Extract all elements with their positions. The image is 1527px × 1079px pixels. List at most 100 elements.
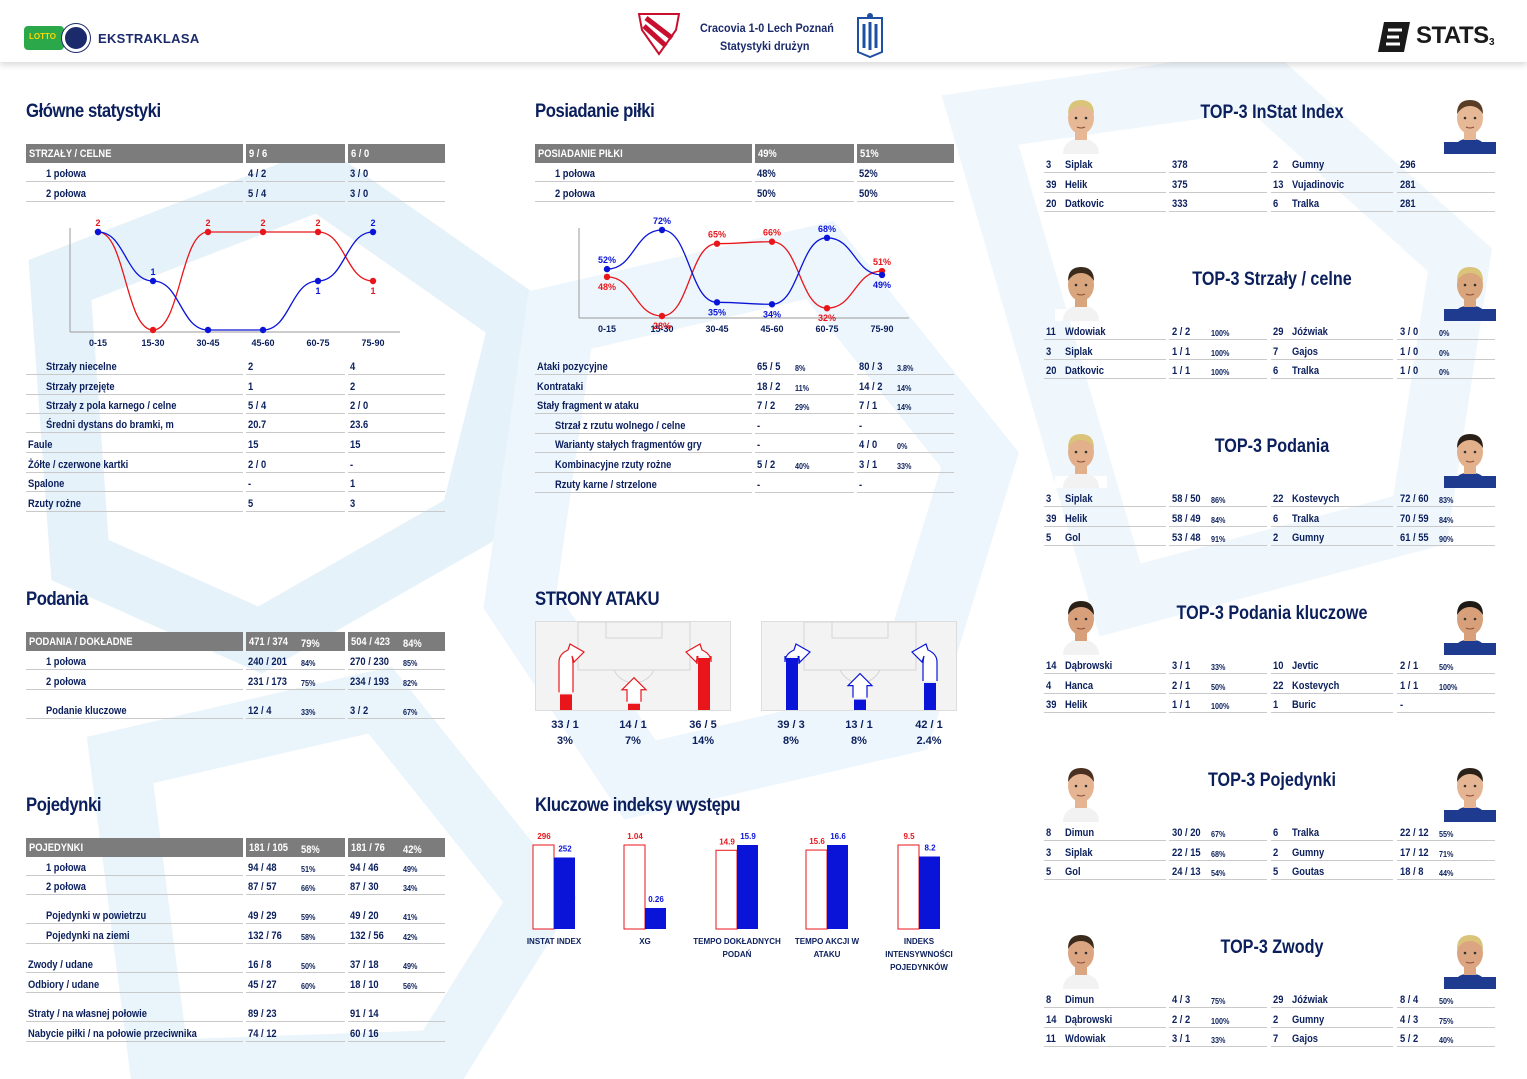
cell-text: 2 połowa	[46, 676, 87, 688]
table-cell: 89 / 23	[246, 1005, 345, 1022]
player-name: Tralka	[1292, 827, 1320, 839]
estats-logo-icon	[1378, 22, 1410, 52]
player-avatar-icon	[1055, 601, 1107, 655]
data-point	[369, 277, 377, 285]
cell-text: -	[248, 478, 252, 490]
home-player-cell: 39 Helik	[1044, 176, 1166, 193]
data-label: 51%	[873, 257, 891, 267]
home-index-bar	[532, 844, 555, 930]
table-cell: 52%	[857, 165, 954, 182]
top3-title: TOP-3 Podania kluczowe	[1176, 603, 1368, 624]
attack-bar	[924, 682, 936, 710]
table-cell: 2 / 0	[246, 456, 345, 473]
data-label: 1	[315, 286, 320, 296]
table-cell: Strzały niecelne	[26, 358, 243, 375]
player-percent: 54%	[1211, 868, 1226, 879]
header-value: 181 / 76	[351, 842, 385, 854]
cell-text: Pojedynki w powietrzu	[46, 910, 147, 922]
player-value: 53 / 48	[1172, 532, 1201, 545]
table-cell: 1 połowa	[26, 653, 243, 670]
cell-text: 37 / 18	[350, 959, 379, 971]
player-value: 5 / 2	[1400, 1033, 1419, 1046]
home-player-cell: 14 Dąbrowski	[1044, 1011, 1166, 1028]
match-subtitle: Statystyki drużyn	[720, 39, 810, 53]
away-series-line	[97, 231, 374, 331]
home-player-cell: 3 Siplak	[1044, 490, 1166, 507]
cell-text: 4 / 0	[859, 439, 878, 452]
table-header-cell: 471 / 374 79%	[246, 632, 345, 651]
data-point	[314, 228, 322, 236]
player-name: Kostevych	[1292, 493, 1340, 505]
player-value: -	[1400, 699, 1404, 712]
away-player-value-cell: 18 / 8 44%	[1397, 863, 1495, 881]
cell-text: 3 / 0	[350, 168, 369, 180]
attack-value: 42 / 1	[915, 719, 943, 731]
away-player-value-cell: 8 / 4 50%	[1397, 991, 1495, 1008]
table-cell: Żółte / czerwone kartki	[26, 456, 243, 473]
header-percent: 42%	[403, 844, 422, 856]
player-name: Helik	[1065, 699, 1088, 712]
table-cell: 23.6	[348, 416, 445, 433]
cell-text: 18 / 10	[350, 979, 379, 991]
page-header: LOTTO EKSTRAKLASA Cracovia 1-0 Lech Pozn…	[0, 0, 1527, 62]
home-player-value-cell: 58 / 49 84%	[1169, 510, 1267, 527]
cell-text: Warianty stałych fragmentów gry	[555, 439, 702, 452]
table-cell: Strzał z rzutu wolnego / celne	[535, 417, 752, 434]
data-label: 2	[370, 218, 375, 228]
table-cell: Zwody / udane	[26, 956, 243, 973]
player-avatar-icon	[1055, 935, 1107, 989]
table-cell: Faule	[26, 436, 243, 453]
player-number: 20	[1046, 365, 1057, 378]
table-cell: Ataki pozycyjne	[535, 358, 752, 375]
table-cell: -	[755, 436, 854, 454]
cell-percent: 29%	[795, 402, 810, 413]
header-percent: 58%	[301, 844, 320, 856]
data-label: 65%	[708, 230, 726, 240]
away-player-value-cell: 3 / 0 0%	[1397, 323, 1495, 340]
cell-text: 3 / 0	[350, 188, 369, 200]
cell-text: -	[859, 478, 863, 491]
home-player-value-cell: 1 / 1 100%	[1169, 362, 1267, 380]
player-number: 7	[1273, 1033, 1279, 1046]
player-name: Dimun	[1065, 994, 1095, 1006]
x-tick-label: 15-30	[141, 338, 164, 348]
x-tick-label: 60-75	[306, 338, 329, 348]
cracovia-crest-icon	[637, 13, 681, 56]
table-cell: 50%	[857, 185, 954, 202]
table-cell: 1	[348, 475, 445, 492]
table-header-cell: 51%	[857, 144, 954, 163]
cell-text: Rzuty rożne	[28, 498, 81, 510]
player-value: 375	[1172, 178, 1188, 191]
cell-text: 89 / 23	[248, 1008, 277, 1020]
home-player-cell: 39 Helik	[1044, 696, 1166, 714]
player-avatar-icon	[1444, 434, 1496, 488]
header-value: 6 / 0	[351, 148, 370, 160]
player-value: 22 / 12	[1400, 827, 1429, 839]
table-cell: 49 / 29 59%	[246, 907, 345, 924]
table-cell: 60 / 16	[348, 1025, 445, 1042]
header-percent: 84%	[403, 638, 422, 650]
player-percent: 75%	[1211, 996, 1226, 1006]
cell-text: -	[350, 459, 354, 471]
player-percent: 75%	[1439, 1015, 1454, 1026]
cell-text: 270 / 230	[350, 656, 389, 668]
player-value: 1 / 0	[1400, 365, 1419, 378]
x-tick-label: 60-75	[815, 324, 838, 334]
index-category-label: POJEDYNKÓW	[890, 963, 948, 972]
player-percent: 33%	[1211, 662, 1226, 672]
cell-text: 91 / 14	[350, 1008, 379, 1020]
table-cell: 5 / 2 40%	[755, 456, 854, 473]
section-title-possession: Posiadanie piłki	[535, 101, 655, 122]
table-cell: 18 / 10 56%	[348, 976, 445, 993]
player-name: Helik	[1065, 178, 1088, 191]
data-label: 32%	[818, 313, 836, 323]
home-series-line	[606, 241, 883, 317]
home-player-value-cell: 2 / 1 50%	[1169, 677, 1267, 694]
player-percent: 0%	[1439, 367, 1450, 378]
cell-percent: 34%	[403, 883, 418, 893]
cell-text: 2 / 0	[350, 400, 369, 412]
table-cell: Średni dystans do bramki, m	[26, 416, 243, 433]
cell-text: 12 / 4	[248, 705, 272, 717]
index-category-label: INDEKS	[904, 937, 935, 946]
home-player-cell: 11 Wdowiak	[1044, 1030, 1166, 1048]
